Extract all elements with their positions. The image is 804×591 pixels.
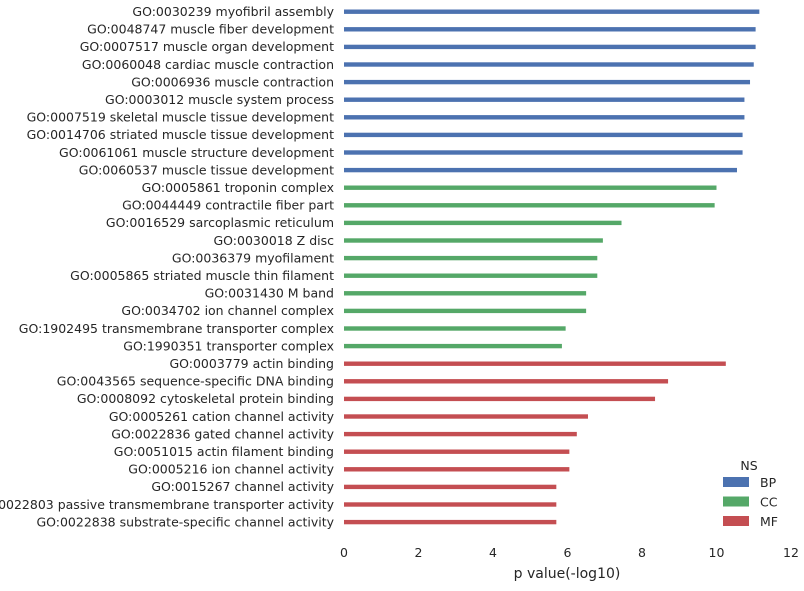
category-label: GO:0005865 striated muscle thin filament <box>70 268 334 283</box>
x-axis: 0 2 4 6 8 10 12 <box>340 545 799 560</box>
bar-cc <box>344 203 715 208</box>
category-label: GO:0060048 cardiac muscle contraction <box>82 57 334 72</box>
legend-swatch-cc <box>723 496 749 507</box>
bar-bp <box>344 62 754 67</box>
category-label: GO:0043565 sequence-specific DNA binding <box>57 374 334 389</box>
category-label: GO:0030018 Z disc <box>214 233 335 248</box>
bar-cc <box>344 326 566 331</box>
category-label: GO:0005216 ion channel activity <box>128 462 334 477</box>
bar-cc <box>344 343 562 349</box>
bar-mf <box>344 484 557 490</box>
bar-bp <box>344 44 756 50</box>
x-axis-label: p value(-log10) <box>514 566 621 582</box>
bar-bp <box>344 97 745 102</box>
category-label: GO:0044449 contractile fiber part <box>122 198 334 213</box>
category-label: GO:0060537 muscle tissue development <box>79 162 334 177</box>
x-tick-label: 2 <box>415 545 423 560</box>
bar-cc <box>344 255 598 261</box>
category-label: GO:1990351 transporter complex <box>123 338 334 353</box>
x-tick-label: 6 <box>564 545 572 560</box>
bars <box>344 9 760 525</box>
legend-label-mf: MF <box>760 514 778 529</box>
bar-mf <box>344 431 577 437</box>
bar-mf <box>344 396 656 402</box>
category-label: GO:0008092 cytoskeletal protein binding <box>77 391 334 406</box>
bar-cc <box>344 308 587 314</box>
bar-cc <box>344 273 598 278</box>
x-tick-label: 4 <box>489 545 497 560</box>
legend-swatch-mf <box>723 516 749 526</box>
bar-mf <box>344 502 557 507</box>
bar-mf <box>344 361 726 366</box>
legend-label-cc: CC <box>760 495 778 510</box>
category-label: GO:0014706 striated muscle tissue develo… <box>27 127 335 142</box>
legend-label-bp: BP <box>760 475 777 490</box>
bar-bp <box>344 150 743 155</box>
bar-mf <box>344 379 669 384</box>
bar-cc <box>344 185 717 190</box>
bar-mf <box>344 519 557 525</box>
category-label: GO:0015267 channel activity <box>151 479 334 494</box>
category-label: GO:1902495 transmembrane transporter com… <box>19 321 334 336</box>
category-label: GO:0005861 troponin complex <box>142 180 334 195</box>
bar-bp <box>344 79 751 85</box>
category-label: GO:0022803 passive transmembrane transpo… <box>0 497 335 512</box>
category-label: GO:0022836 gated channel activity <box>111 426 334 441</box>
category-label: GO:0034702 ion channel complex <box>121 303 334 318</box>
category-label: GO:0022838 substrate-specific channel ac… <box>36 514 334 529</box>
category-label: GO:0031430 M band <box>205 286 334 301</box>
category-label: GO:0006936 muscle contraction <box>131 74 334 89</box>
x-tick-label: 8 <box>638 545 646 560</box>
category-label: GO:0005261 cation channel activity <box>109 409 335 424</box>
category-label: GO:0048747 muscle fiber development <box>87 22 334 37</box>
x-tick-label: 12 <box>783 545 799 560</box>
category-label: GO:0003012 muscle system process <box>105 92 334 107</box>
legend-title: NS <box>740 458 757 473</box>
category-label: GO:0007519 skeletal muscle tissue develo… <box>27 110 334 125</box>
bar-mf <box>344 449 570 454</box>
category-label: GO:0051015 actin filament binding <box>114 444 334 459</box>
category-label: GO:0016529 sarcoplasmic reticulum <box>106 215 334 230</box>
category-label: GO:0030239 myofibril assembly <box>132 4 334 19</box>
category-label: GO:0007517 muscle organ development <box>80 39 334 54</box>
category-label: GO:0061061 muscle structure development <box>59 145 334 160</box>
bar-mf <box>344 467 570 472</box>
bar-bp <box>344 167 737 173</box>
bar-bp <box>344 9 760 14</box>
x-tick-label: 0 <box>340 545 348 560</box>
bar-cc <box>344 220 622 226</box>
bar-cc <box>344 291 587 296</box>
bar-mf <box>344 414 588 419</box>
bar-bp <box>344 27 756 32</box>
x-tick-label: 10 <box>709 545 725 560</box>
category-label: GO:0003779 actin binding <box>169 356 334 371</box>
legend: NS BP CC MF <box>723 458 778 529</box>
legend-swatch-bp <box>723 477 749 487</box>
bar-bp <box>344 115 745 120</box>
category-label: GO:0036379 myofilament <box>172 250 334 265</box>
category-labels: GO:0030239 myofibril assembly GO:0048747 … <box>0 4 335 529</box>
bar-cc <box>344 238 603 243</box>
bar-bp <box>344 132 743 138</box>
